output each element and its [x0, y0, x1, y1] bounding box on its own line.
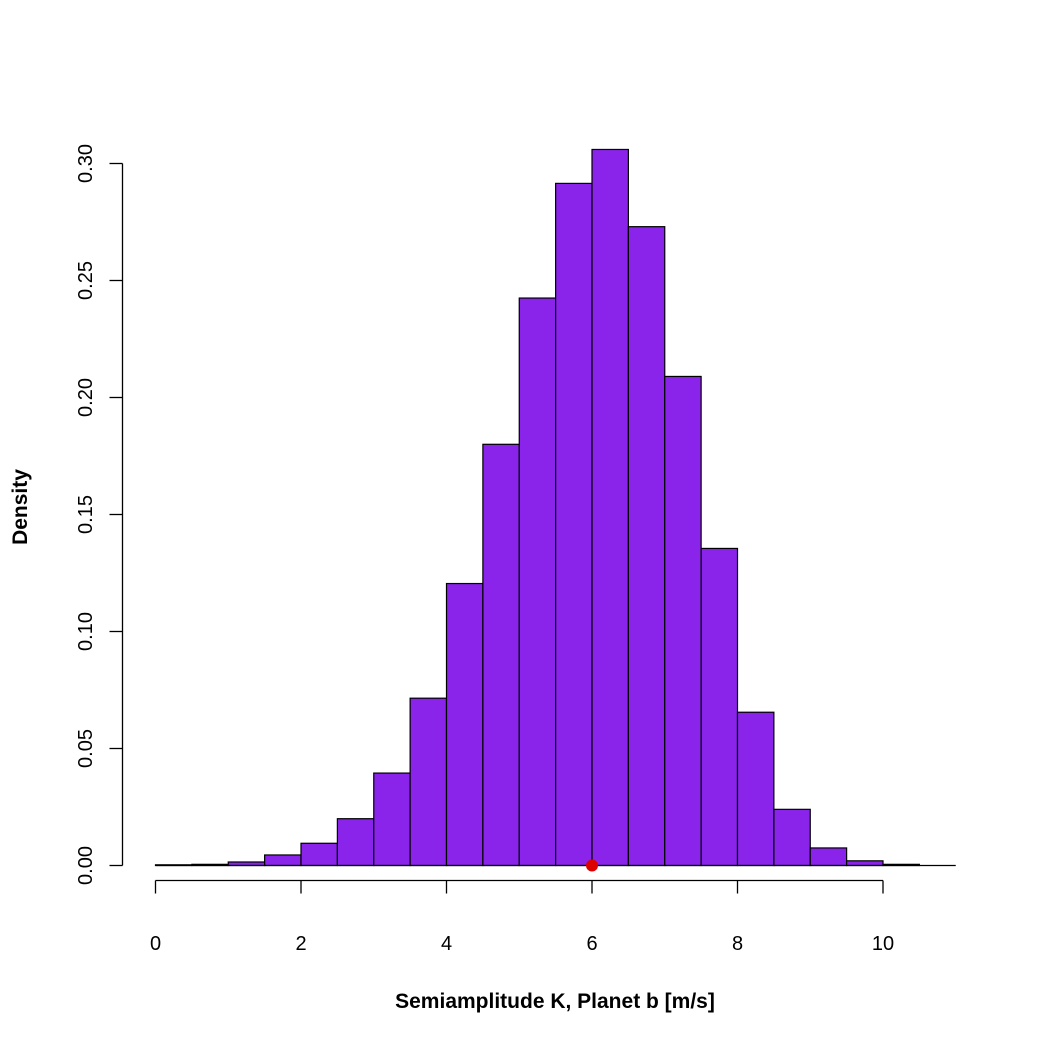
histogram-bar	[736, 711, 775, 867]
histogram-bar	[664, 375, 702, 867]
y-tick-label: 0.25	[75, 261, 97, 300]
x-tick-label: 10	[872, 933, 894, 955]
histogram-bar	[809, 847, 848, 867]
histogram-bar	[409, 697, 448, 867]
y-tick-label: 0.10	[75, 612, 97, 651]
y-tick-label: 0.30	[75, 144, 97, 183]
histogram-bars	[154, 148, 920, 867]
y-tick-label: 0.15	[75, 495, 97, 534]
y-tick-label: 0.05	[75, 729, 97, 768]
estimate-marker	[586, 859, 598, 872]
x-tick-label: 0	[150, 933, 161, 955]
estimate-marker-point	[586, 859, 598, 872]
x-tick-label: 8	[732, 933, 743, 955]
histogram-bar	[518, 297, 557, 867]
histogram-bar	[336, 818, 375, 867]
histogram-bar	[627, 226, 666, 867]
x-tick-label: 6	[586, 933, 597, 955]
x-axis: 0 2 4 6 8 10	[150, 879, 894, 955]
x-tick-label: 4	[441, 933, 452, 955]
histogram-bar	[555, 182, 593, 867]
histogram-bar	[482, 443, 520, 867]
histogram-bar	[846, 860, 884, 867]
y-tick-label: 0.00	[75, 846, 97, 885]
histogram-bar	[773, 808, 811, 867]
y-axis-title: Density	[9, 469, 32, 545]
histogram-bar	[300, 842, 338, 867]
x-axis-title: Semiamplitude K, Planet b [m/s]	[395, 990, 715, 1013]
y-tick-label: 0.20	[75, 378, 97, 417]
histogram-bar	[591, 148, 629, 867]
x-tick-label: 2	[295, 933, 306, 955]
histogram-bar	[445, 582, 484, 867]
histogram-bar	[700, 547, 739, 867]
histogram-bar	[373, 772, 411, 867]
y-axis: 0.00 0.05 0.10 0.15 0.20 0.25 0.30	[75, 144, 124, 885]
histogram-bar	[264, 854, 302, 867]
